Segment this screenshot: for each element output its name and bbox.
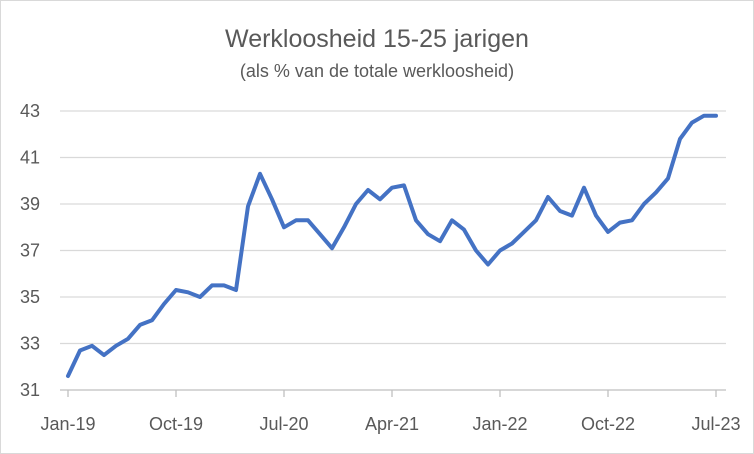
x-tick-label: Apr-21 [365, 414, 419, 434]
y-tick-label: 33 [20, 334, 40, 354]
x-tick-label: Oct-22 [581, 414, 635, 434]
y-tick-label: 43 [20, 101, 40, 121]
series-layer [66, 113, 718, 378]
x-axis-tick-labels: Jan-19 Oct-19 Jul-20 Apr-21 Jan-22 Oct-22 Jul-… [40, 414, 740, 434]
chart-title: Werkloosheid 15-25 jarigen [225, 25, 529, 53]
x-tick-label: Jan-22 [472, 414, 527, 434]
y-axis-tick-labels: 31 33 35 37 39 41 43 [20, 101, 40, 400]
y-tick-label: 37 [20, 241, 40, 261]
x-axis [60, 389, 726, 397]
x-tick-label: Jul-23 [691, 414, 740, 434]
y-tick-label: 31 [20, 380, 40, 400]
x-tick-label: Jul-20 [259, 414, 308, 434]
chart-subtitle: (als % van de totale werkloosheid) [240, 61, 514, 81]
y-tick-label: 39 [20, 194, 40, 214]
y-tick-label: 35 [20, 287, 40, 307]
x-tick-label: Oct-19 [149, 414, 203, 434]
x-tick-label: Jan-19 [40, 414, 95, 434]
y-tick-label: 41 [20, 148, 40, 168]
series-line-0 [66, 113, 718, 378]
